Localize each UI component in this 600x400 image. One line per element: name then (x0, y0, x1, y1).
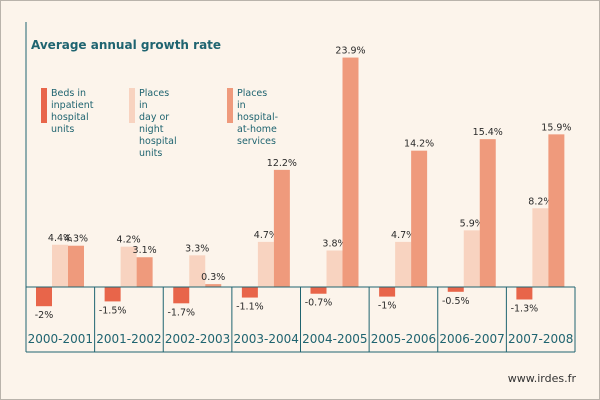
data-label-2000-2001-series-1: -2% (35, 310, 54, 321)
bar-2007-2008-series-1 (516, 287, 533, 300)
chart-title: Average annual growth rate (31, 38, 222, 52)
bar-2000-2001-series-3 (68, 245, 84, 287)
bar-2007-2008-series-3 (548, 134, 565, 287)
source-link[interactable]: www.irdes.fr (507, 372, 576, 385)
bar-2005-2006-series-3 (411, 150, 428, 287)
x-tick-label: 2002-2003 (165, 332, 230, 346)
data-label-2002-2003-series-3: 0.3% (201, 272, 225, 283)
legend-label-beds: Beds in inpatient hospital units (51, 88, 94, 135)
data-label-2002-2003-series-1: -1.7% (167, 307, 195, 318)
bar-2006-2007-series-2 (463, 230, 480, 287)
bar-2006-2007-series-1 (447, 287, 464, 292)
legend-swatch-day-night (129, 88, 135, 123)
data-label-2004-2005-series-1: -0.7% (305, 298, 333, 309)
data-label-2004-2005-series-2: 3.8% (322, 239, 346, 250)
x-tick-label: 2004-2005 (302, 332, 367, 346)
bar-2001-2002-series-1 (104, 287, 121, 302)
bar-2004-2005-series-2 (326, 250, 343, 287)
data-label-2000-2001-series-3: 4.3% (64, 234, 88, 245)
bar-2002-2003-series-3 (205, 284, 222, 287)
bar-2003-2004-series-1 (241, 287, 258, 298)
legend-swatch-hah (227, 88, 233, 123)
legend-label-hah: Places in hospital-at-home services (237, 88, 279, 147)
data-label-2003-2004-series-2: 4.7% (254, 230, 278, 241)
data-label-2003-2004-series-3: 12.2% (267, 158, 297, 169)
x-tick-label: 2006-2007 (439, 332, 504, 346)
bar-2001-2002-series-2 (120, 246, 137, 287)
x-tick-label: 2001-2002 (96, 332, 161, 346)
bar-2006-2007-series-3 (479, 139, 496, 287)
x-tick-label: 2007-2008 (508, 332, 573, 346)
data-label-2007-2008-series-2: 8.2% (528, 196, 552, 207)
data-label-2000-2001-series-2: 4.4% (48, 233, 72, 244)
data-label-2005-2006-series-3: 14.2% (404, 139, 434, 150)
bar-2002-2003-series-1 (173, 287, 190, 304)
data-label-2002-2003-series-2: 3.3% (185, 243, 209, 254)
bar-2003-2004-series-3 (273, 169, 290, 287)
legend-label-day-night: Places in day or night hospital units (139, 88, 177, 159)
data-label-2007-2008-series-1: -1.3% (511, 303, 539, 314)
bar-2005-2006-series-2 (395, 241, 412, 287)
bar-2005-2006-series-1 (379, 287, 396, 297)
bar-2002-2003-series-2 (189, 255, 206, 287)
data-label-2005-2006-series-2: 4.7% (391, 230, 415, 241)
data-label-2005-2006-series-1: -1% (378, 301, 397, 312)
data-label-2001-2002-series-1: -1.5% (99, 305, 127, 316)
data-label-2007-2008-series-3: 15.9% (541, 122, 571, 133)
bar-2003-2004-series-2 (257, 241, 274, 287)
bar-2001-2002-series-3 (136, 257, 153, 287)
data-label-2006-2007-series-2: 5.9% (460, 218, 484, 229)
bar-2004-2005-series-3 (342, 57, 359, 288)
data-label-2001-2002-series-3: 3.1% (133, 245, 157, 256)
bar-2000-2001-series-2 (52, 244, 68, 287)
data-label-2001-2002-series-2: 4.2% (117, 235, 141, 246)
x-tick-label: 2005-2006 (371, 332, 436, 346)
data-label-2006-2007-series-3: 15.4% (473, 127, 503, 138)
data-label-2003-2004-series-1: -1.1% (236, 302, 264, 313)
legend-swatch-beds (41, 88, 47, 123)
bar-2007-2008-series-2 (532, 208, 549, 287)
bar-2000-2001-series-1 (36, 287, 52, 307)
x-tick-label: 2000-2001 (28, 332, 93, 346)
x-tick-label: 2003-2004 (233, 332, 298, 346)
data-label-2004-2005-series-3: 23.9% (335, 46, 365, 57)
data-label-2006-2007-series-1: -0.5% (442, 296, 470, 307)
bar-2004-2005-series-1 (310, 287, 327, 294)
